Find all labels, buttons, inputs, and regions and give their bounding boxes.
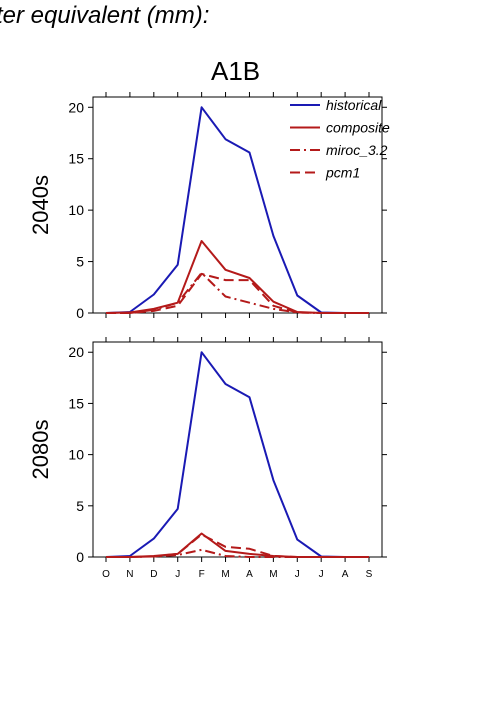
x-tick-label: M — [269, 569, 277, 580]
y-tick-label: 20 — [68, 344, 84, 360]
x-tick-label: D — [150, 569, 157, 580]
plot-frame-2 — [92, 341, 383, 558]
series-line-historical — [105, 351, 369, 558]
legend-label: historical — [326, 97, 382, 113]
legend-label: composite — [326, 120, 390, 136]
y-axis-label: 2080s — [28, 420, 53, 480]
x-tick-label: M — [221, 569, 229, 580]
series-line-historical — [105, 106, 369, 314]
y-tick-label: 15 — [68, 151, 84, 167]
series-line-pcm1 — [106, 272, 369, 314]
y-tick-label: 0 — [76, 549, 84, 565]
y-tick-label: 10 — [68, 202, 84, 218]
page-heading: ter equivalent (mm): — [0, 2, 210, 29]
x-tick-label: J — [175, 569, 180, 580]
x-tick-label: N — [126, 569, 133, 580]
series-line-pcm1 — [106, 533, 369, 558]
y-tick-label: 15 — [68, 395, 84, 411]
series-line-miroc-3-2 — [106, 271, 369, 314]
y-axis-label: 2040s — [28, 175, 53, 235]
x-tick-label: J — [319, 569, 324, 580]
y-tick-label: 0 — [76, 305, 84, 321]
legend-label: miroc_3.2 — [326, 142, 388, 158]
x-tick-label: O — [102, 569, 110, 580]
x-tick-label: F — [199, 569, 205, 580]
y-tick-label: 5 — [76, 498, 84, 514]
scenario-title: A1B — [211, 56, 261, 86]
x-tick-label: J — [295, 569, 300, 580]
legend-label: pcm1 — [325, 165, 360, 181]
y-tick-label: 10 — [68, 447, 84, 463]
plot-frame-1 — [92, 96, 383, 314]
y-tick-label: 5 — [76, 254, 84, 270]
x-tick-label: A — [246, 569, 253, 580]
x-tick-label: S — [366, 569, 373, 580]
y-tick-label: 20 — [68, 99, 84, 115]
x-tick-label: A — [342, 569, 349, 580]
series-line-composite — [105, 240, 369, 314]
